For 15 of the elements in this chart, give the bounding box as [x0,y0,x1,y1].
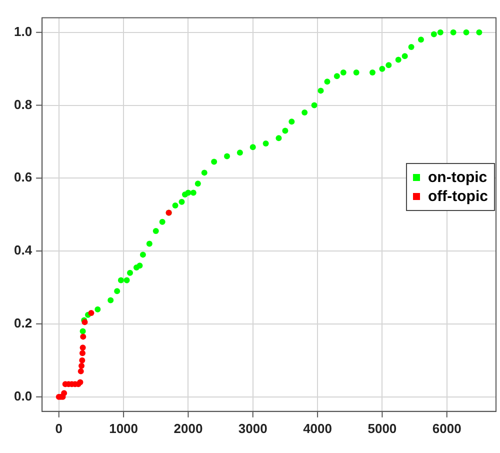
x-tick-label: 3000 [238,420,268,436]
x-tick-label: 5000 [368,420,397,436]
y-tick-label: 0.6 [14,170,32,185]
x-tick-label: 2000 [174,420,203,436]
y-tick-label: 0.4 [14,242,33,258]
y-tick-label: 0.2 [14,316,32,331]
x-tick-label: 4000 [303,420,332,436]
x-tick-label: 6000 [432,420,462,436]
legend-label: on-topic [428,168,488,188]
x-tick-label: 0 [55,420,62,436]
y-tick-label: 1.0 [14,24,32,39]
x-tick-label: 1000 [109,420,138,436]
y-tick-label: 0.0 [14,388,32,404]
y-tick-label: 0.8 [14,96,32,112]
legend-label: off-topic [428,187,488,206]
